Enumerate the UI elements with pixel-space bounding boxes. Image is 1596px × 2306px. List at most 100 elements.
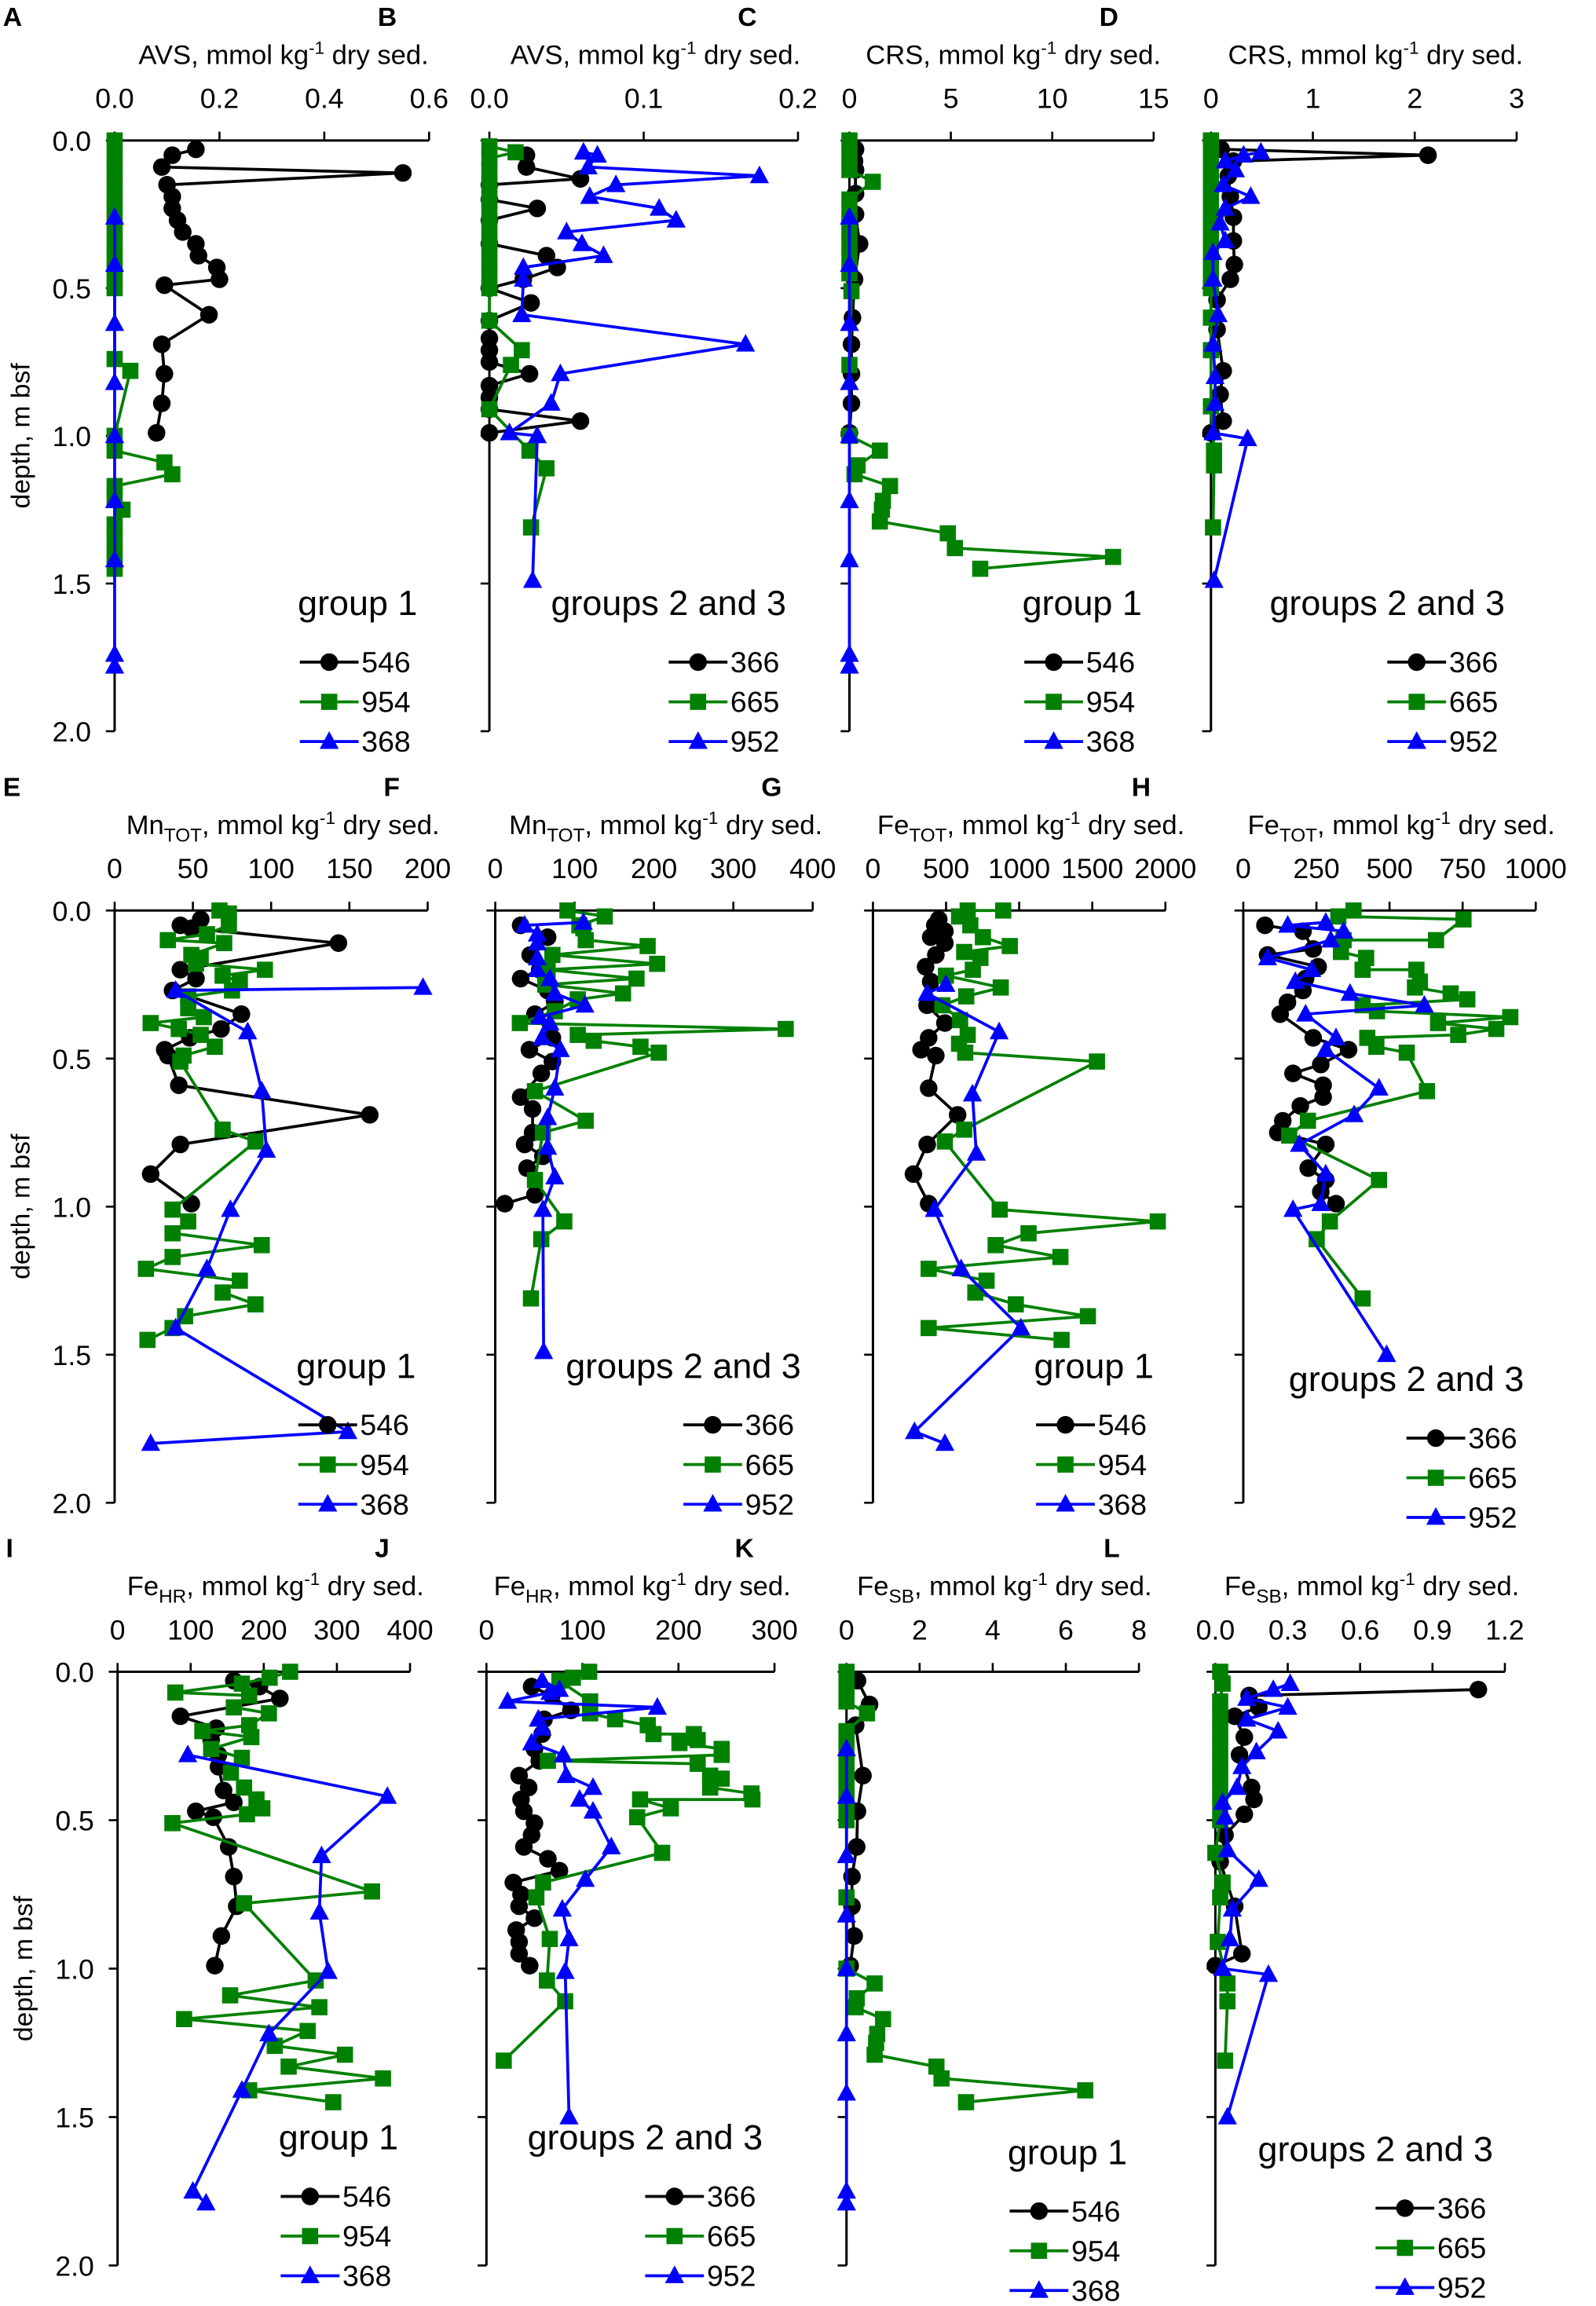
data-point-circle (532, 1064, 551, 1082)
legend-label: 952 (1449, 725, 1498, 758)
panel-g: G FeTOT, mmol kg-1 dry sed. 0 500 1000 1500 20… (761, 773, 1196, 1521)
data-point-square (921, 1320, 937, 1337)
data-point-square (256, 961, 273, 978)
x-tick-label: 1500 (1061, 853, 1123, 884)
x-tick-label: 300 (710, 853, 756, 884)
series-line (488, 155, 582, 435)
data-point-square (649, 955, 665, 972)
series-line (155, 148, 404, 434)
data-point-triangle (527, 947, 547, 965)
data-point-triangle (512, 304, 532, 323)
data-point-triangle (917, 983, 937, 1001)
data-point-triangle (924, 1199, 944, 1217)
data-point-triangle (1301, 959, 1322, 978)
data-point-triangle (1044, 730, 1063, 749)
data-point-circle (1304, 1029, 1323, 1047)
data-point-square (577, 1112, 595, 1129)
data-point-square (364, 1883, 380, 1900)
legend-item: 665 (1387, 686, 1498, 719)
data-point-square (222, 1764, 240, 1781)
data-point-square (164, 1201, 181, 1218)
series-line (913, 983, 1023, 1445)
data-point-square (302, 2227, 319, 2245)
data-point-circle (1030, 2202, 1049, 2220)
data-point-square (481, 236, 498, 252)
data-point-square (689, 1732, 706, 1748)
data-point-circle (212, 1019, 230, 1038)
data-point-circle (920, 1079, 938, 1097)
data-point-triangle (104, 372, 125, 390)
data-point-triangle (1316, 1163, 1336, 1182)
data-point-triangle (1263, 1679, 1283, 1697)
legend-label: 952 (745, 1488, 794, 1521)
data-point-circle (1225, 1707, 1244, 1726)
data-point-square (1089, 1053, 1105, 1070)
data-point-square (841, 147, 858, 163)
data-point-circle (511, 969, 530, 988)
group-label: group 1 (1034, 1345, 1154, 1385)
data-point-square (1321, 1213, 1338, 1230)
x-tick-label: 0.9 (1413, 1614, 1451, 1645)
data-point-square (521, 442, 538, 459)
data-point-triangle (840, 372, 859, 390)
data-point-triangle (836, 2180, 856, 2199)
data-point-triangle (1205, 393, 1225, 411)
data-point-square (522, 1290, 540, 1307)
data-point-triangle (905, 1421, 924, 1440)
data-point-square (881, 478, 899, 495)
data-point-square (1202, 132, 1220, 149)
x-tick-label: 2 (912, 1614, 928, 1645)
data-point-square (172, 1053, 189, 1070)
legend-label: 952 (1468, 1501, 1517, 1534)
series-line (150, 986, 423, 1445)
title-unit: , mmol kg (923, 41, 1041, 71)
x-axis-title: FeSB, mmol kg-1 dry sed. (857, 1569, 1152, 1607)
data-point-square (320, 694, 338, 710)
data-point-square (1030, 2242, 1048, 2259)
title-superscript: -1 (681, 38, 697, 57)
title-superscript: -1 (1404, 38, 1419, 57)
data-point-square (639, 938, 656, 954)
data-point-triangle (413, 977, 433, 995)
data-point-circle (522, 294, 540, 312)
data-point-square (843, 283, 860, 299)
data-point-square (247, 1133, 264, 1150)
panel-letter: B (378, 3, 397, 32)
data-point-square (164, 1224, 181, 1242)
data-point-triangle (1213, 174, 1233, 192)
data-point-square (577, 932, 595, 949)
data-point-square (1212, 1767, 1228, 1784)
x-axis-title: MnTOT, mmol kg-1 dry sed. (509, 808, 822, 846)
data-point-square (1202, 176, 1220, 193)
y-tick-label: 1.0 (53, 421, 91, 452)
y-axis-label: depth, m bsf (6, 1133, 35, 1279)
data-point-circle (301, 2187, 320, 2205)
x-tick-label: 100 (248, 853, 295, 884)
data-point-square (164, 1249, 181, 1265)
data-point-triangle (1283, 1199, 1303, 1217)
data-point-triangle (840, 313, 859, 331)
data-point-circle (225, 1793, 243, 1812)
data-point-circle (225, 1868, 243, 1886)
data-point-triangle (1204, 570, 1224, 588)
legend-item: 368 (298, 1488, 409, 1521)
data-point-square (522, 519, 540, 536)
data-point-square (864, 174, 881, 190)
data-point-circle (523, 1100, 542, 1118)
x-tick-label: 4 (985, 1614, 1001, 1645)
data-point-circle (1232, 1945, 1251, 1963)
data-point-square (1104, 548, 1122, 566)
group-label: groups 2 and 3 (1269, 583, 1505, 623)
data-point-triangle (1215, 230, 1235, 249)
data-point-triangle (688, 730, 708, 749)
data-point-square (921, 1261, 937, 1277)
data-point-triangle (647, 1697, 668, 1715)
panel-letter: H (1132, 773, 1151, 802)
data-point-square (243, 1729, 260, 1745)
data-point-triangle (166, 1317, 185, 1336)
series-954 (921, 902, 1166, 1349)
data-point-square (1212, 1889, 1228, 1906)
data-point-triangle (1225, 159, 1246, 178)
data-point-triangle (1238, 428, 1257, 447)
title-superscript: -1 (1065, 808, 1081, 828)
